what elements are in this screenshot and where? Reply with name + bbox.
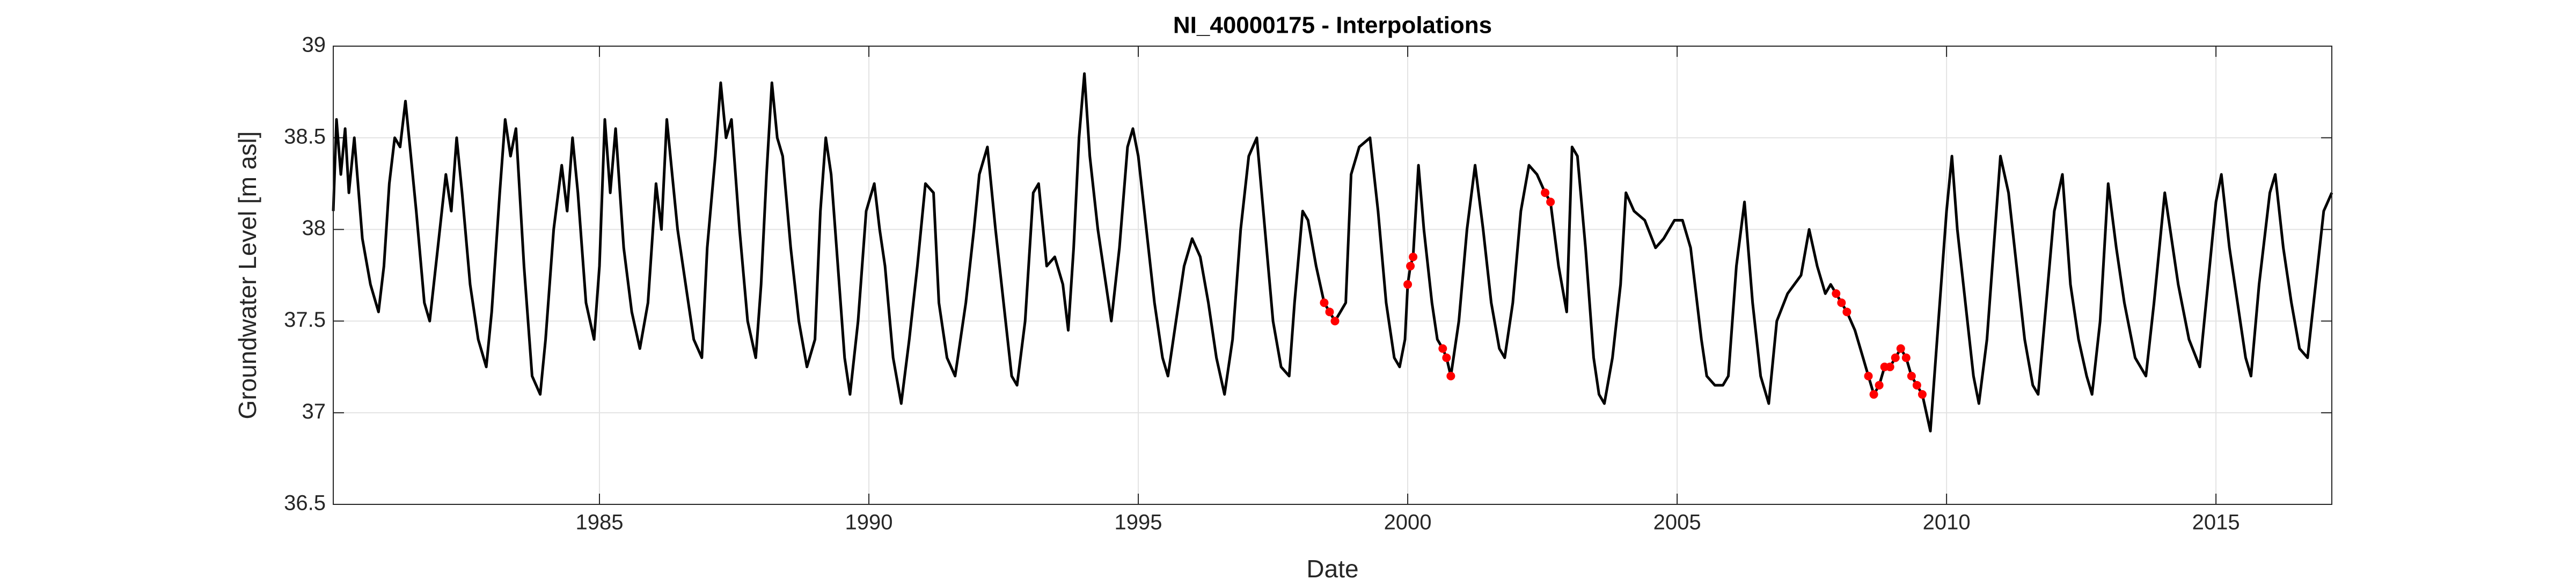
interpolated-point	[1837, 298, 1846, 307]
y-tick-label: 37.5	[284, 308, 326, 332]
interpolated-point	[1832, 289, 1841, 298]
y-tick-label: 38.5	[284, 124, 326, 148]
interpolated-point	[1891, 353, 1900, 362]
interpolated-point	[1896, 344, 1905, 353]
data-line	[332, 72, 2333, 432]
interpolated-point	[1438, 344, 1447, 353]
interpolated-point	[1869, 390, 1878, 399]
interpolated-point	[1885, 362, 1894, 371]
interpolated-point	[1918, 390, 1927, 399]
interpolated-point	[1901, 353, 1911, 362]
x-tick-label: 2015	[2192, 511, 2240, 534]
interpolated-point	[1320, 298, 1329, 307]
interpolated-point	[1842, 307, 1851, 317]
x-axis-label: Date	[1306, 555, 1358, 583]
interpolated-point	[1325, 307, 1334, 317]
x-tick-label: 2010	[1923, 511, 1971, 534]
interpolated-point	[1409, 252, 1418, 261]
interpolated-point	[1330, 317, 1340, 326]
interpolated-point	[1912, 380, 1921, 390]
y-tick-label: 39	[302, 33, 326, 57]
interpolated-point	[1875, 380, 1884, 390]
y-axis-label: Groundwater Level [m asl]	[233, 131, 261, 420]
plot-frame	[333, 46, 2332, 505]
x-tick-label: 1990	[845, 511, 893, 534]
x-tick-label: 1995	[1115, 511, 1162, 534]
interpolated-point	[1541, 188, 1550, 197]
interpolated-point	[1907, 371, 1916, 380]
interpolated-point	[1442, 353, 1451, 362]
y-tick-label: 37	[302, 400, 326, 423]
interpolated-point	[1403, 280, 1413, 289]
chart-title: NI_40000175 - Interpolations	[1173, 12, 1492, 39]
interpolated-point	[1864, 371, 1873, 380]
interpolated-point	[1446, 371, 1455, 380]
x-tick-label: 1985	[576, 511, 624, 534]
x-tick-label: 2005	[1653, 511, 1701, 534]
y-tick-label: 36.5	[284, 491, 326, 515]
y-tick-label: 38	[302, 216, 326, 240]
interpolated-point	[1406, 261, 1415, 270]
interpolated-point	[1546, 197, 1555, 207]
x-tick-label: 2000	[1384, 511, 1432, 534]
